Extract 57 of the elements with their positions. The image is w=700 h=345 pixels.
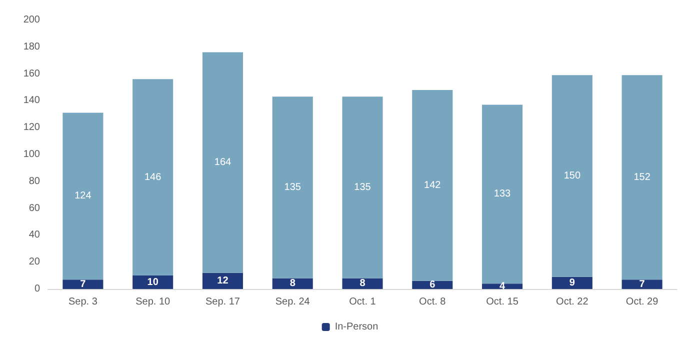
y-tick-label: 20	[28, 256, 40, 268]
data-label: 135	[354, 182, 372, 193]
bar	[62, 112, 104, 280]
y-tick-label: 80	[28, 176, 40, 187]
bar	[482, 284, 523, 289]
data-label: 4	[499, 280, 506, 292]
data-label: 164	[214, 157, 232, 168]
y-tick-label: 0	[34, 284, 40, 294]
y-tick-label: 160	[23, 68, 40, 80]
bar	[482, 104, 523, 284]
data-label: 150	[564, 170, 581, 182]
bar	[552, 276, 592, 289]
data-label: 135	[284, 182, 302, 193]
x-tick-label: Sep. 17	[205, 296, 240, 308]
x-tick-label: Sep. 3	[68, 296, 98, 308]
y-tick-label: 120	[23, 122, 40, 134]
bar	[342, 278, 383, 289]
bar	[272, 96, 313, 278]
data-label: 146	[144, 172, 162, 183]
x-tick-label: Oct. 15	[486, 296, 519, 308]
data-label: 8	[360, 278, 366, 290]
x-tick-label: Oct. 8	[419, 296, 446, 308]
x-tick-label: Oct. 1	[349, 296, 376, 308]
bar	[272, 278, 313, 289]
y-tick-label: 180	[23, 41, 40, 52]
data-label: 152	[634, 172, 651, 183]
data-label: 6	[430, 279, 436, 290]
y-tick-label: 200	[23, 14, 40, 26]
data-label: 133	[494, 188, 512, 200]
bar	[202, 52, 243, 273]
bar	[622, 280, 662, 289]
data-label: 7	[639, 278, 646, 290]
data-label: 10	[147, 276, 159, 288]
data-label: 124	[74, 190, 92, 202]
x-tick-label: Oct. 22	[556, 296, 589, 308]
y-tick-label: 140	[23, 95, 40, 106]
bar	[412, 90, 453, 281]
y-tick-label: 40	[28, 230, 40, 241]
bar	[202, 272, 243, 289]
bar	[342, 96, 383, 278]
bar	[622, 75, 662, 280]
legend-label: In-Person	[334, 322, 378, 332]
bar	[132, 79, 174, 276]
y-tick-label: 100	[23, 149, 40, 160]
bar	[62, 280, 104, 289]
bar	[552, 75, 592, 277]
x-tick-label: Sep. 24	[275, 296, 310, 308]
data-label: 9	[569, 277, 576, 288]
data-label: 142	[424, 180, 442, 191]
data-label: 7	[80, 278, 86, 290]
x-tick-label: Oct. 29	[626, 296, 659, 308]
bar	[412, 280, 453, 289]
data-label: 8	[290, 278, 296, 290]
bar	[132, 276, 174, 289]
y-tick-label: 60	[28, 202, 40, 214]
x-tick-label: Sep. 10	[136, 296, 170, 308]
data-label: 12	[217, 275, 229, 286]
